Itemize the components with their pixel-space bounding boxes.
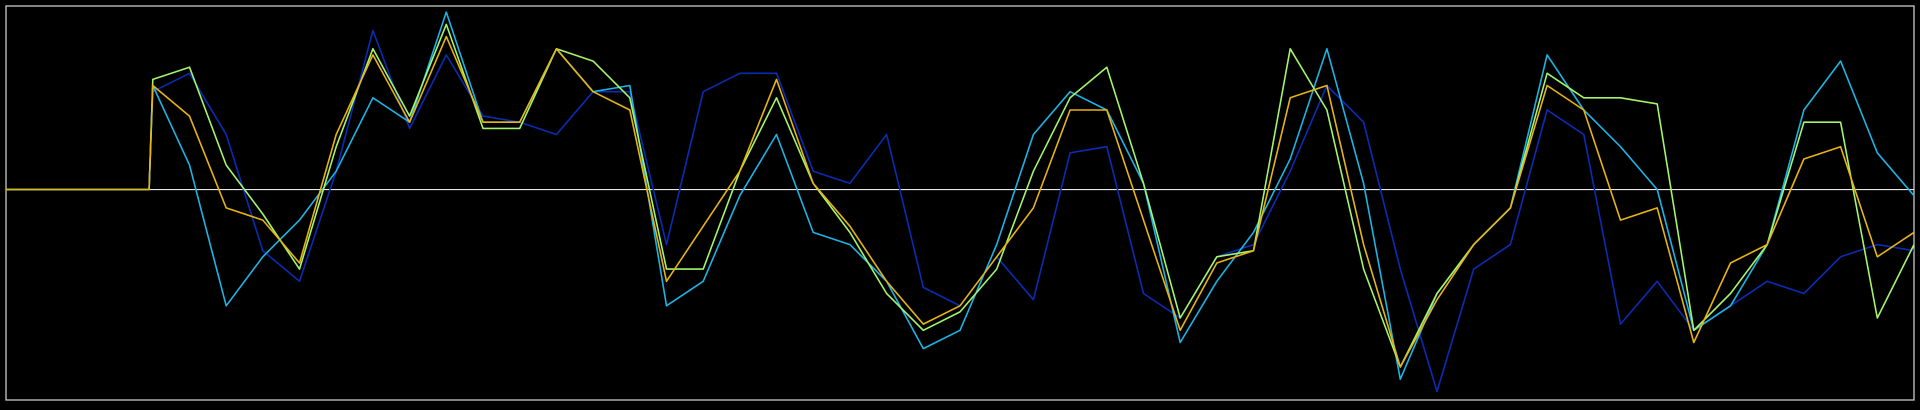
series-line (6, 23, 1915, 368)
plot-frame (5, 5, 1915, 401)
series-line (6, 11, 1915, 380)
series-line (6, 35, 1915, 368)
